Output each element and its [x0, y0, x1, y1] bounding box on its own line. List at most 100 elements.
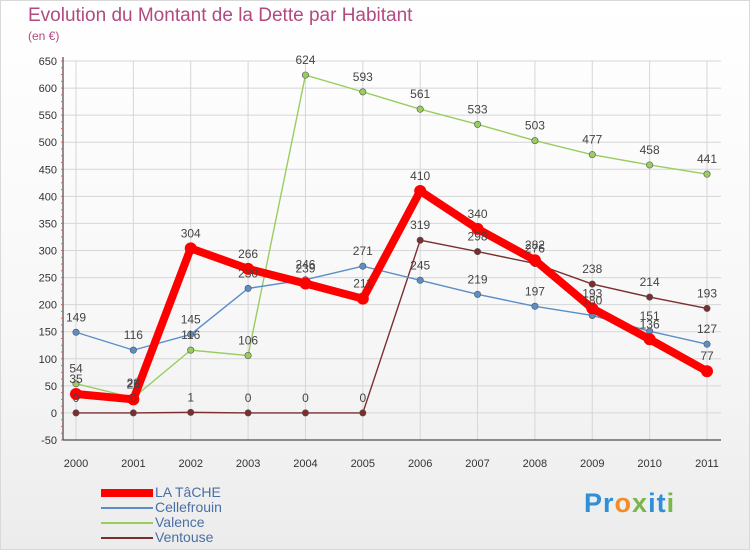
- data-label-cellefrouin: 149: [66, 310, 86, 324]
- legend-item: Valence: [101, 515, 222, 530]
- data-point-ventouse: [72, 409, 80, 417]
- data-label-ventouse: 193: [697, 286, 717, 300]
- x-tick-label: 2009: [580, 458, 604, 470]
- y-tick-label: 350: [39, 218, 57, 230]
- data-label-valence: 593: [353, 70, 373, 84]
- data-label-cellefrouin: 180: [582, 293, 602, 307]
- data-label-cellefrouin: 219: [468, 272, 488, 286]
- data-point-la-t-che: [356, 292, 369, 305]
- data-point-la-t-che: [184, 242, 197, 255]
- y-tick-label: -50: [41, 435, 57, 447]
- data-point-la-t-che: [127, 393, 140, 406]
- data-label-ventouse: 0: [73, 391, 80, 405]
- data-point-ventouse: [703, 304, 711, 312]
- data-label-valence: 54: [69, 362, 83, 376]
- x-tick-label: 2003: [236, 458, 260, 470]
- logo-letter: x: [632, 488, 649, 518]
- series-line-valence: [75, 74, 708, 399]
- data-label-la-t-che: 239: [295, 262, 315, 276]
- data-point-ventouse: [359, 409, 367, 417]
- data-label-ventouse: 0: [359, 391, 366, 405]
- y-tick-label: 400: [39, 191, 57, 203]
- data-point-valence: [301, 71, 309, 79]
- y-tick-label: 650: [39, 56, 57, 68]
- data-point-ventouse: [588, 280, 596, 288]
- y-tick-label: 300: [39, 246, 57, 258]
- x-tick-label: 2000: [64, 458, 88, 470]
- data-point-ventouse: [474, 248, 482, 256]
- chart-legend: LA TâCHE Cellefrouin Valence Ventouse: [101, 485, 222, 545]
- data-label-la-t-che: 77: [700, 349, 714, 363]
- data-label-cellefrouin: 246: [295, 258, 315, 272]
- data-label-ventouse: 276: [525, 241, 545, 255]
- chart-subtitle: (en €): [28, 29, 60, 43]
- y-tick-label: 500: [39, 137, 57, 149]
- data-label-valence: 503: [525, 119, 545, 133]
- data-point-la-t-che: [299, 277, 312, 290]
- data-label-valence: 28: [127, 376, 141, 390]
- data-point-cellefrouin: [129, 346, 137, 354]
- data-point-ventouse: [129, 409, 137, 417]
- data-point-cellefrouin: [72, 328, 80, 336]
- logo-letter: P: [584, 488, 604, 518]
- legend-label: Ventouse: [155, 529, 214, 545]
- data-point-valence: [244, 352, 252, 360]
- data-label-ventouse: 238: [582, 262, 602, 276]
- data-point-ventouse: [187, 408, 195, 416]
- y-tick-label: 450: [39, 164, 57, 176]
- data-label-valence: 561: [410, 87, 430, 101]
- data-point-ventouse: [244, 409, 252, 417]
- data-label-la-t-che: 282: [525, 238, 545, 252]
- chart-title: Evolution du Montant de la Dette par Hab…: [28, 5, 413, 26]
- legend-swatch: [101, 488, 153, 497]
- data-point-cellefrouin: [187, 330, 195, 338]
- data-label-cellefrouin: 127: [697, 322, 717, 336]
- legend-label: Valence: [155, 514, 205, 530]
- data-label-valence: 533: [468, 102, 488, 116]
- legend-swatch: [101, 536, 153, 539]
- x-tick-label: 2006: [408, 458, 432, 470]
- data-label-la-t-che: 304: [181, 226, 201, 240]
- data-label-cellefrouin: 245: [410, 258, 430, 272]
- data-point-la-t-che: [701, 365, 713, 378]
- data-label-ventouse: 298: [468, 230, 488, 244]
- data-label-valence: 116: [181, 328, 200, 342]
- data-point-la-t-che: [586, 302, 599, 315]
- data-label-cellefrouin: 197: [525, 284, 545, 298]
- logo-letter: o: [614, 488, 633, 518]
- series-line-la-t-che: [72, 186, 711, 404]
- y-tick-label: 100: [39, 354, 57, 366]
- data-point-valence: [416, 105, 424, 113]
- data-point-cellefrouin: [474, 290, 482, 298]
- data-point-cellefrouin: [703, 340, 711, 348]
- data-point-la-t-che: [242, 262, 255, 275]
- data-point-valence: [646, 161, 654, 169]
- data-label-la-t-che: 211: [353, 277, 372, 291]
- data-point-la-t-che: [528, 254, 541, 267]
- x-tick-label: 2001: [121, 458, 145, 470]
- legend-label: Cellefrouin: [155, 499, 222, 515]
- y-tick-label: 600: [39, 83, 57, 95]
- legend-swatch: [101, 521, 153, 524]
- y-tick-label: 550: [39, 110, 57, 122]
- data-label-ventouse: 319: [410, 218, 430, 232]
- logo-letter: t: [656, 488, 667, 518]
- data-label-la-t-che: 410: [410, 169, 430, 183]
- data-label-valence: 624: [295, 53, 315, 67]
- legend-item: LA TâCHE: [101, 485, 222, 500]
- data-point-cellefrouin: [416, 276, 424, 284]
- x-tick-label: 2004: [293, 458, 317, 470]
- data-point-valence: [531, 137, 539, 145]
- y-tick-label: 150: [39, 327, 57, 339]
- data-label-cellefrouin: 230: [238, 266, 258, 280]
- data-point-cellefrouin: [531, 302, 539, 310]
- x-tick-label: 2010: [637, 458, 661, 470]
- logo-letter: i: [648, 488, 657, 518]
- x-tick-label: 2005: [351, 458, 375, 470]
- data-label-la-t-che: 266: [238, 247, 258, 261]
- data-point-ventouse: [416, 236, 424, 244]
- logo-letter: i: [666, 488, 676, 518]
- data-label-valence: 106: [238, 334, 258, 348]
- x-tick-label: 2008: [523, 458, 547, 470]
- data-label-cellefrouin: 271: [353, 244, 373, 258]
